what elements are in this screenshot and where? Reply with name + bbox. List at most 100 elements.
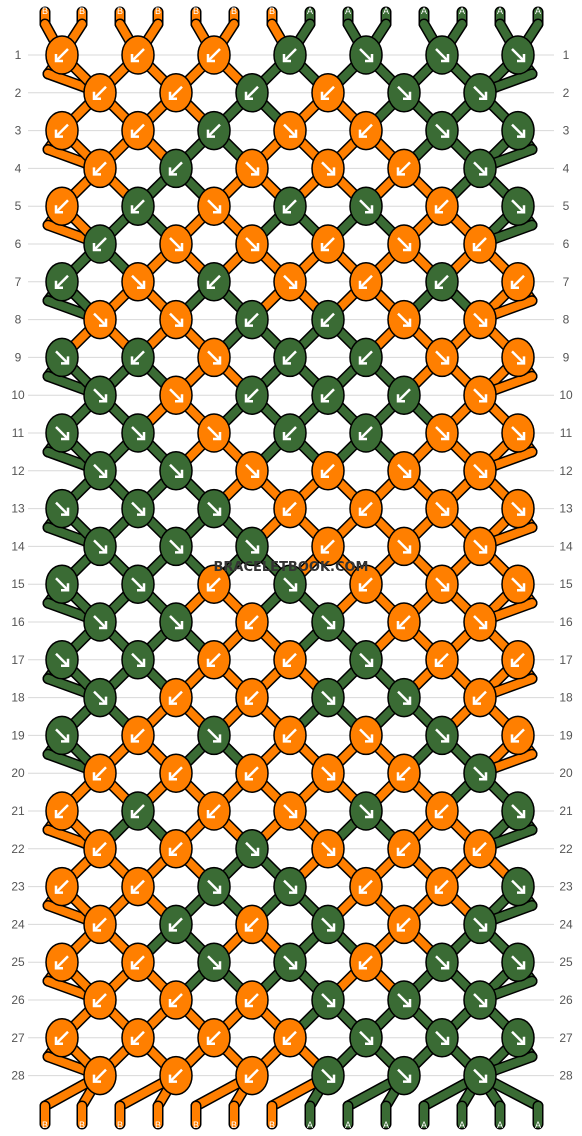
- knot: [425, 186, 459, 226]
- knot: [83, 451, 117, 491]
- knot: [387, 375, 421, 415]
- knot-arrow-head: [403, 999, 412, 1008]
- knot-arrow-icon: [131, 955, 145, 970]
- row-label-left: 9: [15, 350, 22, 364]
- knot-arrow-icon: [169, 463, 183, 478]
- knot: [425, 640, 459, 680]
- strand-label-bottom: A: [345, 1120, 351, 1130]
- knot-arrow-icon: [207, 274, 221, 289]
- row-label-right: 21: [559, 804, 573, 818]
- knot-arrow-icon: [131, 1030, 145, 1045]
- knot: [45, 791, 79, 831]
- knot-arrow-head: [517, 583, 526, 592]
- knot: [311, 980, 345, 1020]
- knot-arrow-head: [396, 621, 405, 630]
- knot: [311, 1055, 345, 1096]
- knot: [349, 791, 383, 831]
- knot-arrow-icon: [283, 274, 297, 289]
- knot-arrow-icon: [511, 426, 525, 440]
- knot-arrow-head: [365, 658, 374, 668]
- row-label-right: 15: [559, 577, 573, 591]
- knot: [311, 224, 345, 264]
- knot-arrow-icon: [169, 690, 183, 705]
- row-label-right: 5: [563, 199, 570, 213]
- knot: [45, 866, 79, 907]
- knot: [463, 375, 497, 415]
- knot-arrow-icon: [207, 879, 221, 894]
- knot-arrow-icon: [321, 841, 335, 856]
- knot: [273, 35, 307, 75]
- knot-arrow-icon: [283, 501, 297, 516]
- knot-arrow-head: [175, 621, 184, 630]
- knot-arrow-head: [472, 243, 481, 252]
- knot-arrow-head: [517, 432, 526, 441]
- knot-arrow-head: [251, 545, 260, 554]
- knot-arrow-head: [213, 205, 222, 214]
- row-label-left: 19: [11, 728, 25, 742]
- knot: [159, 829, 193, 869]
- knot-arrow-head: [251, 469, 260, 479]
- knot-arrow-icon: [435, 501, 449, 516]
- knot-arrow-head: [168, 696, 177, 705]
- knot-arrow-icon: [131, 501, 145, 516]
- knot: [349, 413, 383, 453]
- knot: [45, 488, 79, 529]
- knot-arrow-icon: [473, 1068, 487, 1083]
- knot-arrow-icon: [283, 652, 297, 667]
- knot-arrow-head: [54, 129, 63, 138]
- knot-arrow-head: [61, 507, 70, 516]
- knot-arrow-head: [251, 847, 260, 857]
- knot: [311, 73, 345, 113]
- knot: [387, 299, 421, 340]
- knot-arrow-icon: [359, 123, 373, 138]
- knot: [235, 375, 269, 415]
- watermark: BRACELETBOOK.COM: [214, 560, 369, 575]
- knot: [159, 375, 193, 415]
- knot: [197, 715, 231, 756]
- knot: [273, 186, 307, 226]
- knot-arrow-icon: [511, 879, 525, 894]
- knot-arrow-head: [289, 810, 298, 819]
- row-label-right: 7: [563, 275, 570, 289]
- knot: [235, 753, 269, 793]
- knot: [159, 753, 193, 793]
- knot: [121, 564, 155, 604]
- knot-arrow-head: [396, 772, 405, 781]
- knot: [121, 186, 155, 226]
- knot-arrow-icon: [397, 690, 411, 705]
- knot-arrow-head: [510, 658, 519, 668]
- knot: [197, 564, 231, 604]
- knot: [425, 337, 459, 378]
- knot: [349, 337, 383, 378]
- knot-arrow-head: [403, 545, 412, 554]
- row-label-right: 17: [559, 653, 573, 667]
- knot: [273, 564, 307, 604]
- knot-arrow-head: [479, 318, 488, 327]
- knot: [501, 942, 535, 982]
- knot-arrow-head: [434, 885, 443, 894]
- knot-arrow-icon: [511, 48, 525, 62]
- knot: [197, 262, 231, 302]
- knot-arrow-icon: [359, 350, 373, 365]
- knot-arrow-head: [358, 885, 367, 894]
- knot-arrow-icon: [169, 1068, 183, 1083]
- knot-arrow-icon: [207, 652, 221, 667]
- knot: [45, 35, 79, 75]
- knot-arrow-head: [137, 280, 146, 290]
- knot: [501, 186, 535, 226]
- knot-arrow-icon: [207, 577, 221, 592]
- knot-arrow-head: [99, 318, 108, 327]
- knot: [83, 980, 117, 1020]
- knot-arrow-head: [434, 810, 443, 819]
- knot-arrow-head: [137, 583, 146, 592]
- knot-arrow-icon: [131, 577, 145, 592]
- knot: [235, 829, 269, 869]
- knot-arrow-head: [403, 469, 412, 479]
- knot: [197, 791, 231, 831]
- knot-arrow-head: [92, 923, 101, 932]
- row-label-left: 1: [15, 48, 22, 62]
- knot: [159, 451, 193, 491]
- knot-arrow-icon: [435, 350, 449, 365]
- knot-arrow-icon: [169, 766, 183, 781]
- knot-arrow-icon: [321, 237, 335, 251]
